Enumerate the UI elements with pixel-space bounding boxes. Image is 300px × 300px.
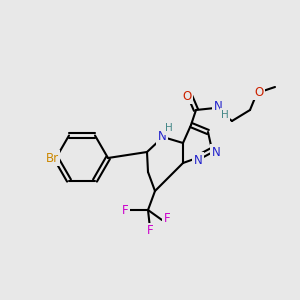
Text: F: F xyxy=(147,224,153,238)
Text: F: F xyxy=(122,203,128,217)
Text: H: H xyxy=(221,110,229,120)
Text: N: N xyxy=(214,100,222,113)
Text: Br: Br xyxy=(45,152,58,164)
Text: N: N xyxy=(158,130,166,143)
Text: O: O xyxy=(182,89,192,103)
Text: N: N xyxy=(194,154,202,166)
Text: H: H xyxy=(165,123,173,133)
Text: F: F xyxy=(164,212,170,226)
Text: N: N xyxy=(212,146,220,158)
Text: O: O xyxy=(254,85,264,98)
